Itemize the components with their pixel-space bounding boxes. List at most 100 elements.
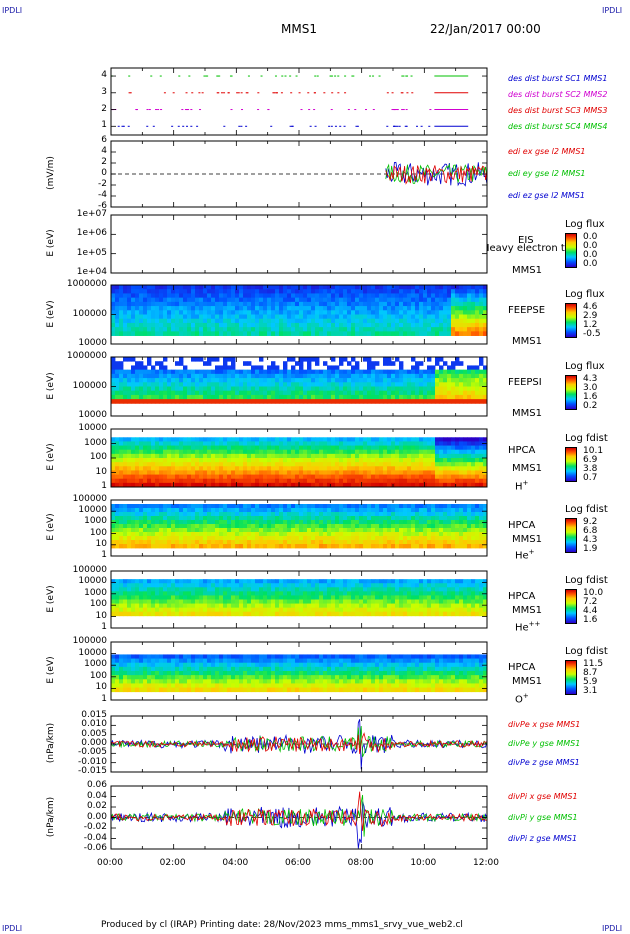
heatmap-cell <box>439 453 444 459</box>
heatmap-cell <box>207 482 212 488</box>
heatmap-cell <box>247 512 252 517</box>
heatmap-cell <box>115 478 120 484</box>
heatmap-cell <box>151 474 156 480</box>
heatmap-cell <box>111 587 116 592</box>
heatmap-cell <box>379 470 384 475</box>
heatmap-cell <box>191 482 196 488</box>
heatmap-cell <box>335 373 340 379</box>
y-tick-label: 1e+07 <box>76 209 107 219</box>
heatmap-cell <box>167 591 172 596</box>
heatmap-cell <box>283 449 288 455</box>
heatmap-cell <box>307 306 312 311</box>
heatmap-cell <box>251 369 256 375</box>
heatmap-cell <box>379 441 384 446</box>
heatmap-cell <box>227 544 232 549</box>
colorbar-tick-label: -0.5 <box>583 329 601 339</box>
heatmap-cell <box>195 516 200 521</box>
heatmap-cell <box>295 386 300 392</box>
heatmap-cell <box>211 607 216 613</box>
heatmap-cell <box>399 331 404 336</box>
heatmap-cell <box>363 453 368 459</box>
heatmap-cell <box>223 449 228 455</box>
heatmap-cell <box>111 540 116 545</box>
heatmap-cell <box>143 607 148 613</box>
heatmap-cell <box>415 474 420 480</box>
heatmap-cell <box>363 390 368 396</box>
heatmap-cell <box>163 528 168 533</box>
heatmap-cell <box>159 382 164 387</box>
heatmap-cell <box>471 544 476 549</box>
heatmap-cell <box>255 310 260 315</box>
heatmap-cell <box>387 297 392 303</box>
heatmap-cell <box>299 462 304 467</box>
heatmap-cell <box>267 441 272 446</box>
heatmap-cell <box>439 437 444 442</box>
heatmap-cell <box>407 390 412 396</box>
heatmap-cell <box>423 512 428 517</box>
heatmap-cell <box>463 297 468 303</box>
heatmap-cell <box>167 532 172 537</box>
heatmap-cell <box>363 357 368 362</box>
heatmap-cell <box>467 516 472 521</box>
spacecraft-label: MMS1 <box>512 676 542 687</box>
heatmap-cell <box>359 394 364 400</box>
heatmap-cell <box>375 361 380 366</box>
heatmap-cell <box>335 470 340 475</box>
heatmap-cell <box>459 478 464 484</box>
heatmap-cell <box>463 528 468 533</box>
heatmap-cell <box>135 322 140 328</box>
heatmap-cell <box>399 293 404 299</box>
heatmap-cell <box>435 357 440 362</box>
heatmap-cell <box>267 331 272 336</box>
heatmap-cell <box>387 512 392 517</box>
heatmap-cell <box>391 361 396 366</box>
heatmap-cell <box>395 470 400 475</box>
heatmap-cell <box>123 512 128 517</box>
heatmap-cell <box>479 394 484 400</box>
heatmap-cell <box>231 394 236 400</box>
heatmap-cell <box>459 361 464 366</box>
heatmap-cell <box>147 458 152 463</box>
heatmap-cell <box>247 399 252 404</box>
heatmap-cell <box>211 512 216 517</box>
heatmap-cell <box>111 361 116 366</box>
heatmap-cell <box>215 524 220 529</box>
heatmap-cell <box>451 378 456 383</box>
heatmap-cell <box>439 373 444 379</box>
heatmap-cell <box>475 437 480 442</box>
heatmap-cell <box>227 318 232 324</box>
heatmap-cell <box>115 394 120 400</box>
heatmap-cell <box>291 293 296 299</box>
heatmap-cell <box>455 445 460 451</box>
heatmap-cell <box>179 607 184 613</box>
heatmap-cell <box>275 386 280 392</box>
y-tick-label: -0.02 <box>83 822 107 832</box>
heatmap-cell <box>419 508 424 513</box>
heatmap-cell <box>267 544 272 549</box>
heatmap-cell <box>403 445 408 451</box>
heatmap-cell <box>439 449 444 455</box>
heatmap-cell <box>467 289 472 294</box>
heatmap-cell <box>295 285 300 290</box>
heatmap-cell <box>407 373 412 379</box>
heatmap-cell <box>383 386 388 392</box>
heatmap-cell <box>211 453 216 459</box>
heatmap-cell <box>111 394 116 400</box>
heatmap-cell <box>419 382 424 387</box>
heatmap-cell <box>259 508 264 513</box>
heatmap-cell <box>143 591 148 596</box>
heatmap-cell <box>447 512 452 517</box>
heatmap-cell <box>263 449 268 455</box>
heatmap-cell <box>363 437 368 442</box>
heatmap-cell <box>167 453 172 459</box>
heatmap-cell <box>439 458 444 463</box>
heatmap-cell <box>387 369 392 375</box>
heatmap-cell <box>407 331 412 336</box>
heatmap-cell <box>431 399 436 404</box>
heatmap-cell <box>463 318 468 324</box>
heatmap-cell <box>159 512 164 517</box>
heatmap-cell <box>339 482 344 488</box>
heatmap-cell <box>251 289 256 294</box>
heatmap-cell <box>303 453 308 459</box>
heatmap-cell <box>187 369 192 375</box>
